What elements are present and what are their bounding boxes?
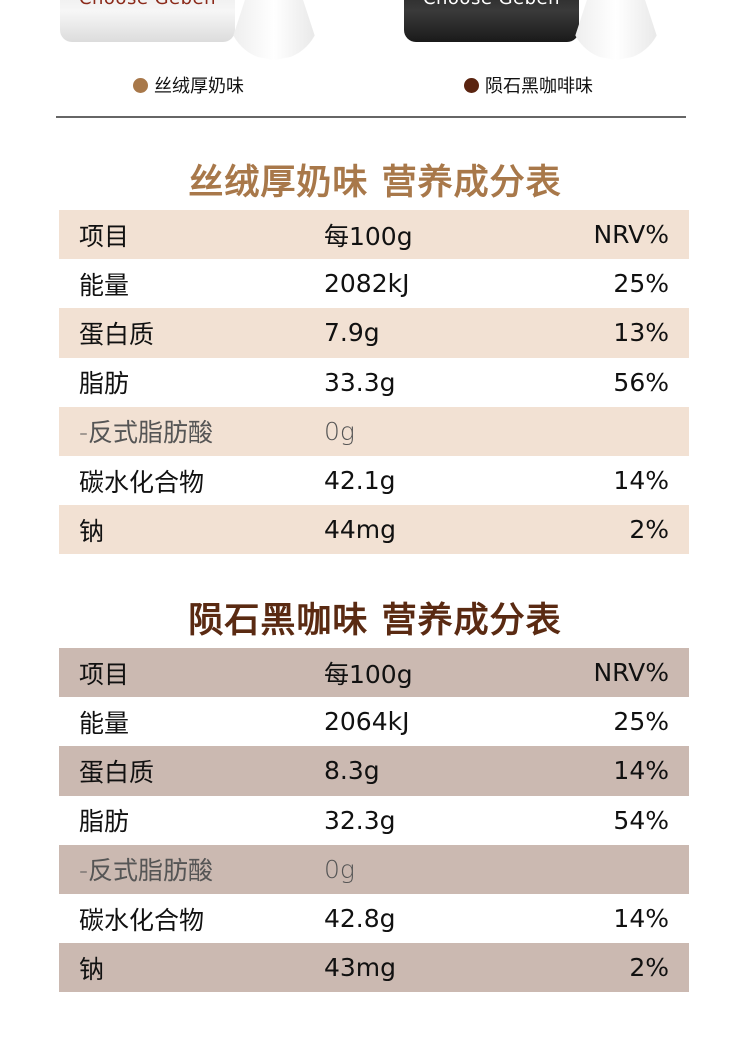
nutrient-name: 蛋白质 — [79, 757, 155, 787]
cone-image — [228, 0, 320, 60]
brand-logo: Choose Geben — [404, 0, 579, 9]
product-image-milk: Choose Geben — [60, 0, 235, 42]
nutrient-name: 钠 — [79, 516, 105, 546]
per-100g-value: 0g — [324, 854, 355, 884]
table-row: 能量 2064kJ 25% — [59, 697, 689, 746]
flavor-name: 丝绒厚奶味 — [154, 76, 244, 97]
nrv-value: 14% — [613, 756, 669, 786]
nrv-value: 25% — [613, 269, 669, 299]
nutrient-name: 碳水化合物 — [79, 905, 205, 935]
per-100g-value: 44mg — [324, 515, 397, 545]
nrv-value: 56% — [613, 367, 669, 397]
nutrient-name: 碳水化合物 — [79, 467, 205, 497]
table-row: 脂肪 33.3g 56% — [59, 358, 689, 407]
table-row: -反式脂肪酸 0g — [59, 844, 689, 894]
flavor-label-coffee: 陨石黑咖啡味 — [464, 72, 593, 98]
per-100g-value: 每100g — [324, 659, 413, 689]
table-title-milk: 丝绒厚奶味 营养成分表 — [188, 163, 562, 203]
flavor-label-milk: 丝绒厚奶味 — [133, 72, 244, 98]
nrv-value: 14% — [613, 904, 669, 934]
nutrient-name: 脂肪 — [79, 369, 130, 399]
per-100g-value: 43mg — [324, 953, 397, 983]
per-100g-value: 8.3g — [324, 756, 380, 786]
nutrient-name: 蛋白质 — [79, 319, 155, 349]
per-100g-value: 42.1g — [324, 466, 396, 496]
per-100g-value: 每100g — [324, 221, 413, 251]
nutrition-table-milk: 项目 每100g NRV% 能量 2082kJ 25% 蛋白质 7.9g 13% 脂肪 33.3g 5… — [59, 210, 689, 555]
nutrient-name: -反式脂肪酸 — [79, 856, 214, 886]
nrv-value: 54% — [613, 805, 669, 835]
per-100g-value: 33.3g — [324, 367, 396, 397]
per-100g-value: 7.9g — [324, 318, 380, 348]
table-row: 碳水化合物 42.8g 14% — [59, 894, 689, 943]
nrv-value: 2% — [629, 515, 669, 545]
nutrient-name: 能量 — [79, 708, 130, 738]
per-100g-value: 0g — [324, 416, 355, 446]
table-row: 脂肪 32.3g 54% — [59, 796, 689, 845]
table-row: 蛋白质 8.3g 14% — [59, 746, 689, 796]
table-header-row: 项目 每100g NRV% — [59, 210, 689, 260]
per-100g-value: 42.8g — [324, 904, 396, 934]
color-dot-icon — [464, 77, 479, 93]
nrv-value: NRV% — [593, 658, 669, 688]
nrv-value: 13% — [613, 318, 669, 348]
nutrient-name: -反式脂肪酸 — [79, 418, 214, 448]
brand-logo: Choose Geben — [60, 0, 235, 9]
per-100g-value: 32.3g — [324, 805, 396, 835]
flavor-name: 陨石黑咖啡味 — [485, 76, 593, 97]
nutrient-name: 脂肪 — [79, 807, 130, 837]
table-row: 蛋白质 7.9g 13% — [59, 308, 689, 358]
color-dot-icon — [133, 77, 148, 93]
table-row: 能量 2082kJ 25% — [59, 259, 689, 308]
table-row: -反式脂肪酸 0g — [59, 406, 689, 456]
table-row: 钠 44mg 2% — [59, 505, 689, 555]
nrv-value: 25% — [613, 707, 669, 737]
nrv-value: 2% — [629, 953, 669, 983]
table-title-coffee: 陨石黑咖味 营养成分表 — [188, 601, 562, 641]
nutrient-name: 项目 — [79, 221, 130, 251]
nutrient-name: 钠 — [79, 954, 105, 984]
per-100g-value: 2082kJ — [324, 269, 410, 299]
table-row: 钠 43mg 2% — [59, 943, 689, 993]
divider — [56, 116, 686, 118]
nrv-value: NRV% — [593, 220, 669, 250]
cone-image — [570, 0, 662, 60]
nutrition-table-coffee: 项目 每100g NRV% 能量 2064kJ 25% 蛋白质 8.3g 14% 脂肪 32.3g 5… — [59, 648, 689, 993]
per-100g-value: 2064kJ — [324, 707, 410, 737]
nutrient-name: 能量 — [79, 270, 130, 300]
nrv-value: 14% — [613, 466, 669, 496]
product-image-coffee: Choose Geben — [404, 0, 579, 42]
nutrient-name: 项目 — [79, 659, 130, 689]
table-row: 碳水化合物 42.1g 14% — [59, 456, 689, 505]
table-header-row: 项目 每100g NRV% — [59, 648, 689, 698]
